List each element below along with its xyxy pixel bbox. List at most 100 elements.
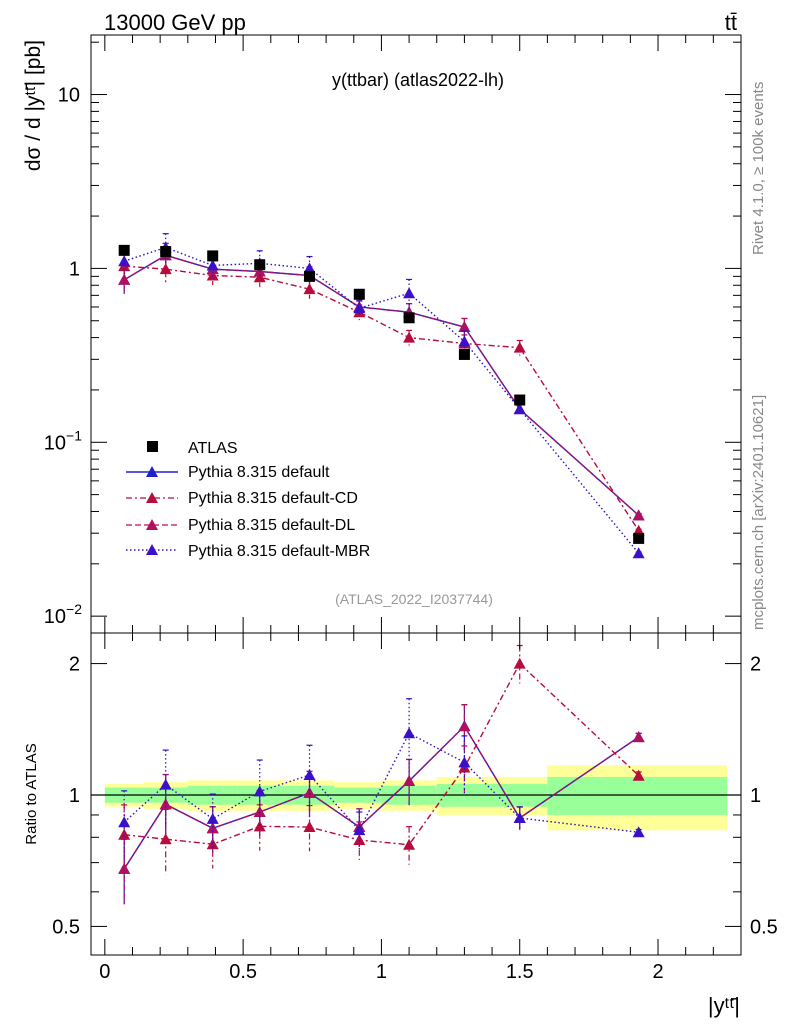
main-ytick-label: 10 <box>58 85 80 107</box>
main-ytick-label: 1 <box>69 258 80 280</box>
data-point-atlas <box>514 394 526 406</box>
ratio-marker-default-mbr <box>253 785 266 797</box>
ratio-line-default-dl <box>123 725 640 870</box>
ratio-series-layer <box>118 644 645 905</box>
marker-default-cd <box>403 331 416 343</box>
ratio-marker-default-dl <box>403 774 416 786</box>
ratio-marker-default-mbr <box>159 778 172 790</box>
ratio-panel: 0.5 0.5 1 1 2 2 Ratio to ATLAS <box>23 632 778 956</box>
x-axis-label: |yᵗᵗ̄| <box>708 993 740 1018</box>
marker-default-mbr <box>118 255 131 267</box>
ratio-line-default-mbr <box>123 732 639 833</box>
marker-default-mbr <box>353 302 366 314</box>
ratio-ytick-label-left: 0.5 <box>52 916 80 938</box>
data-point-atlas <box>207 250 219 262</box>
ratio-marker-default-mbr <box>303 769 316 781</box>
x-tick-label: 1 <box>376 961 387 983</box>
ratio-frame <box>90 632 742 956</box>
ratio-ytick-label-left: 1 <box>69 785 80 807</box>
data-point-atlas <box>403 312 415 324</box>
header-right: tt̄ <box>725 10 737 35</box>
ratio-marker-default-mbr <box>353 824 366 836</box>
ratio-marker-default-dl <box>253 805 266 817</box>
ratio-marker-default-cd <box>403 838 416 850</box>
ratio-marker-default-mbr <box>118 816 131 828</box>
ratio-line-default-cd <box>124 662 640 846</box>
main-ytick-label: 10−2 <box>44 601 82 628</box>
marker-default-mbr <box>303 262 316 274</box>
legend-label-mbr: Pythia 8.315 default-MBR <box>188 543 370 560</box>
ratio-marker-default-dl <box>118 862 131 874</box>
ratio-marker-default-cd <box>303 821 316 833</box>
ratio-marker-default-cd <box>632 769 645 781</box>
legend-marker-mbr <box>146 544 158 555</box>
series-line-default-mbr <box>123 246 640 554</box>
ratio-marker-default-cd <box>118 828 131 840</box>
ratio-marker-default-cd <box>513 657 526 669</box>
series-line-default-cd <box>124 265 640 532</box>
main-title: y(ttbar) (atlas2022-lh) <box>332 70 504 90</box>
legend-label-cd: Pythia 8.315 default-CD <box>188 490 358 507</box>
ratio-marker-default-dl <box>632 731 645 743</box>
marker-default-dl <box>632 509 645 521</box>
ratio-marker-default-mbr <box>206 812 219 824</box>
x-axis: 0 0.5 1 1.5 2 <box>99 35 714 983</box>
ratio-marker-default-cd <box>253 820 266 832</box>
ratio-marker-default-mbr <box>458 756 471 768</box>
legend-label-atlas: ATLAS <box>188 440 238 457</box>
legend-label-default: Pythia 8.315 default <box>188 464 330 481</box>
side-top-text: Rivet 4.1.0, ≥ 100k events <box>750 82 767 255</box>
watermark: (ATLAS_2022_I2037744) <box>335 591 493 607</box>
main-panel: 10−2 10−1 1 10 y(ttbar) (atlas2022-lh) (ATL… <box>22 34 742 634</box>
ratio-marker-default-mbr <box>513 811 526 823</box>
data-point-atlas <box>353 288 365 300</box>
ratio-ytick-label-right: 0.5 <box>750 916 778 938</box>
data-point-atlas <box>254 259 266 271</box>
ratio-marker-default-dl <box>159 798 172 810</box>
data-point-atlas <box>160 246 172 258</box>
ratio-marker-default-mbr <box>403 727 416 739</box>
side-bottom-text: mcplots.cern.ch [arXiv:2401.10621] <box>750 395 767 630</box>
marker-default-mbr <box>403 287 416 299</box>
x-tick-label: 0 <box>99 961 110 983</box>
x-tick-label: 1.5 <box>506 961 534 983</box>
x-tick-label: 0.5 <box>229 961 257 983</box>
legend-marker-cd <box>146 492 158 503</box>
marker-default-cd <box>513 341 526 353</box>
legend-label-dl: Pythia 8.315 default-DL <box>188 517 355 534</box>
ratio-band-inner <box>547 776 728 815</box>
legend-marker-default <box>146 466 158 477</box>
ratio-marker-default-dl <box>458 720 471 732</box>
ratio-axes: 0.5 0.5 1 1 2 2 <box>52 654 778 939</box>
main-ytick-label: 10−1 <box>44 427 82 454</box>
marker-default-dl <box>458 321 471 333</box>
x-tick-label: 2 <box>652 961 663 983</box>
legend-marker-dl <box>146 519 158 530</box>
marker-default-mbr <box>632 547 645 559</box>
marker-default-cd <box>159 263 172 275</box>
ratio-marker-default-dl <box>206 822 219 834</box>
marker-default-mbr <box>513 403 526 415</box>
main-series-layer <box>118 233 645 559</box>
marker-default-mbr <box>206 259 219 271</box>
ratio-ytick-label-right: 1 <box>750 785 761 807</box>
legend-marker-atlas <box>147 441 158 452</box>
legend: ATLAS Pythia 8.315 default Pythia 8.315 … <box>126 440 370 560</box>
ratio-ylabel: Ratio to ATLAS <box>23 743 40 844</box>
ratio-ytick-label-right: 2 <box>750 654 761 676</box>
ratio-ytick-label-left: 2 <box>69 654 80 676</box>
marker-default-cd <box>303 283 316 295</box>
ratio-marker-default-dl <box>303 786 316 798</box>
main-ylabel: dσ / d |yᵗᵗ̄| [pb] <box>22 40 45 171</box>
data-point-atlas <box>118 244 130 256</box>
series-line-default-dl <box>123 254 640 516</box>
marker-default-mbr <box>458 335 471 347</box>
marker-default-dl <box>118 273 131 285</box>
data-point-atlas <box>458 348 470 360</box>
data-point-atlas <box>633 532 645 544</box>
data-point-atlas <box>304 270 316 282</box>
main-axes: 10−2 10−1 1 10 <box>44 41 741 628</box>
ratio-marker-default-mbr <box>632 826 645 838</box>
header-left: 13000 GeV pp <box>104 10 246 35</box>
